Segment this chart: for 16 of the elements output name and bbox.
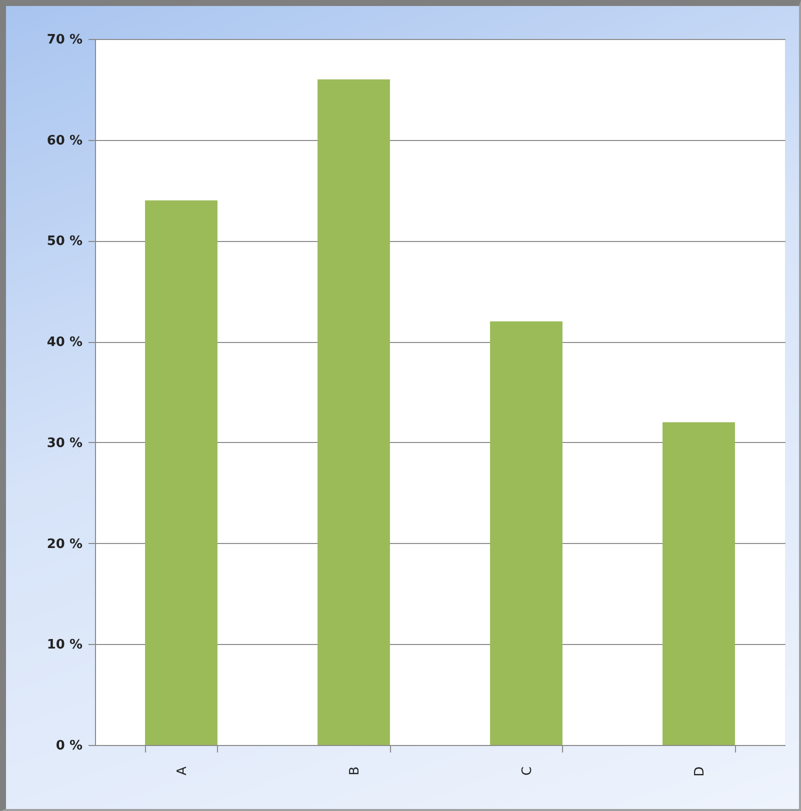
y-tick-label: 50 % — [46, 234, 82, 250]
x-tick-label: B — [347, 766, 362, 776]
y-tick-label: 40 % — [46, 335, 82, 350]
bar — [318, 79, 390, 745]
y-tick-label: 0 % — [56, 738, 82, 754]
bar — [145, 200, 218, 745]
y-tick-label: 70 % — [46, 32, 82, 48]
x-tick-label: A — [174, 766, 190, 776]
bar — [662, 422, 735, 745]
y-tick-label: 20 % — [46, 536, 82, 552]
y-tick-label: 10 % — [46, 638, 82, 653]
bar — [490, 321, 562, 745]
x-tick-label: C — [520, 766, 535, 776]
y-tick-label: 30 % — [46, 436, 82, 451]
x-tick-label: D — [692, 766, 708, 777]
y-tick-label: 60 % — [46, 133, 82, 148]
